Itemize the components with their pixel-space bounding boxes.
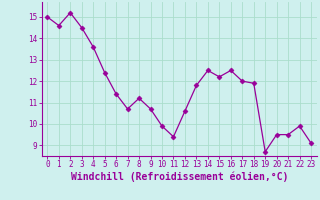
X-axis label: Windchill (Refroidissement éolien,°C): Windchill (Refroidissement éolien,°C) [70, 172, 288, 182]
